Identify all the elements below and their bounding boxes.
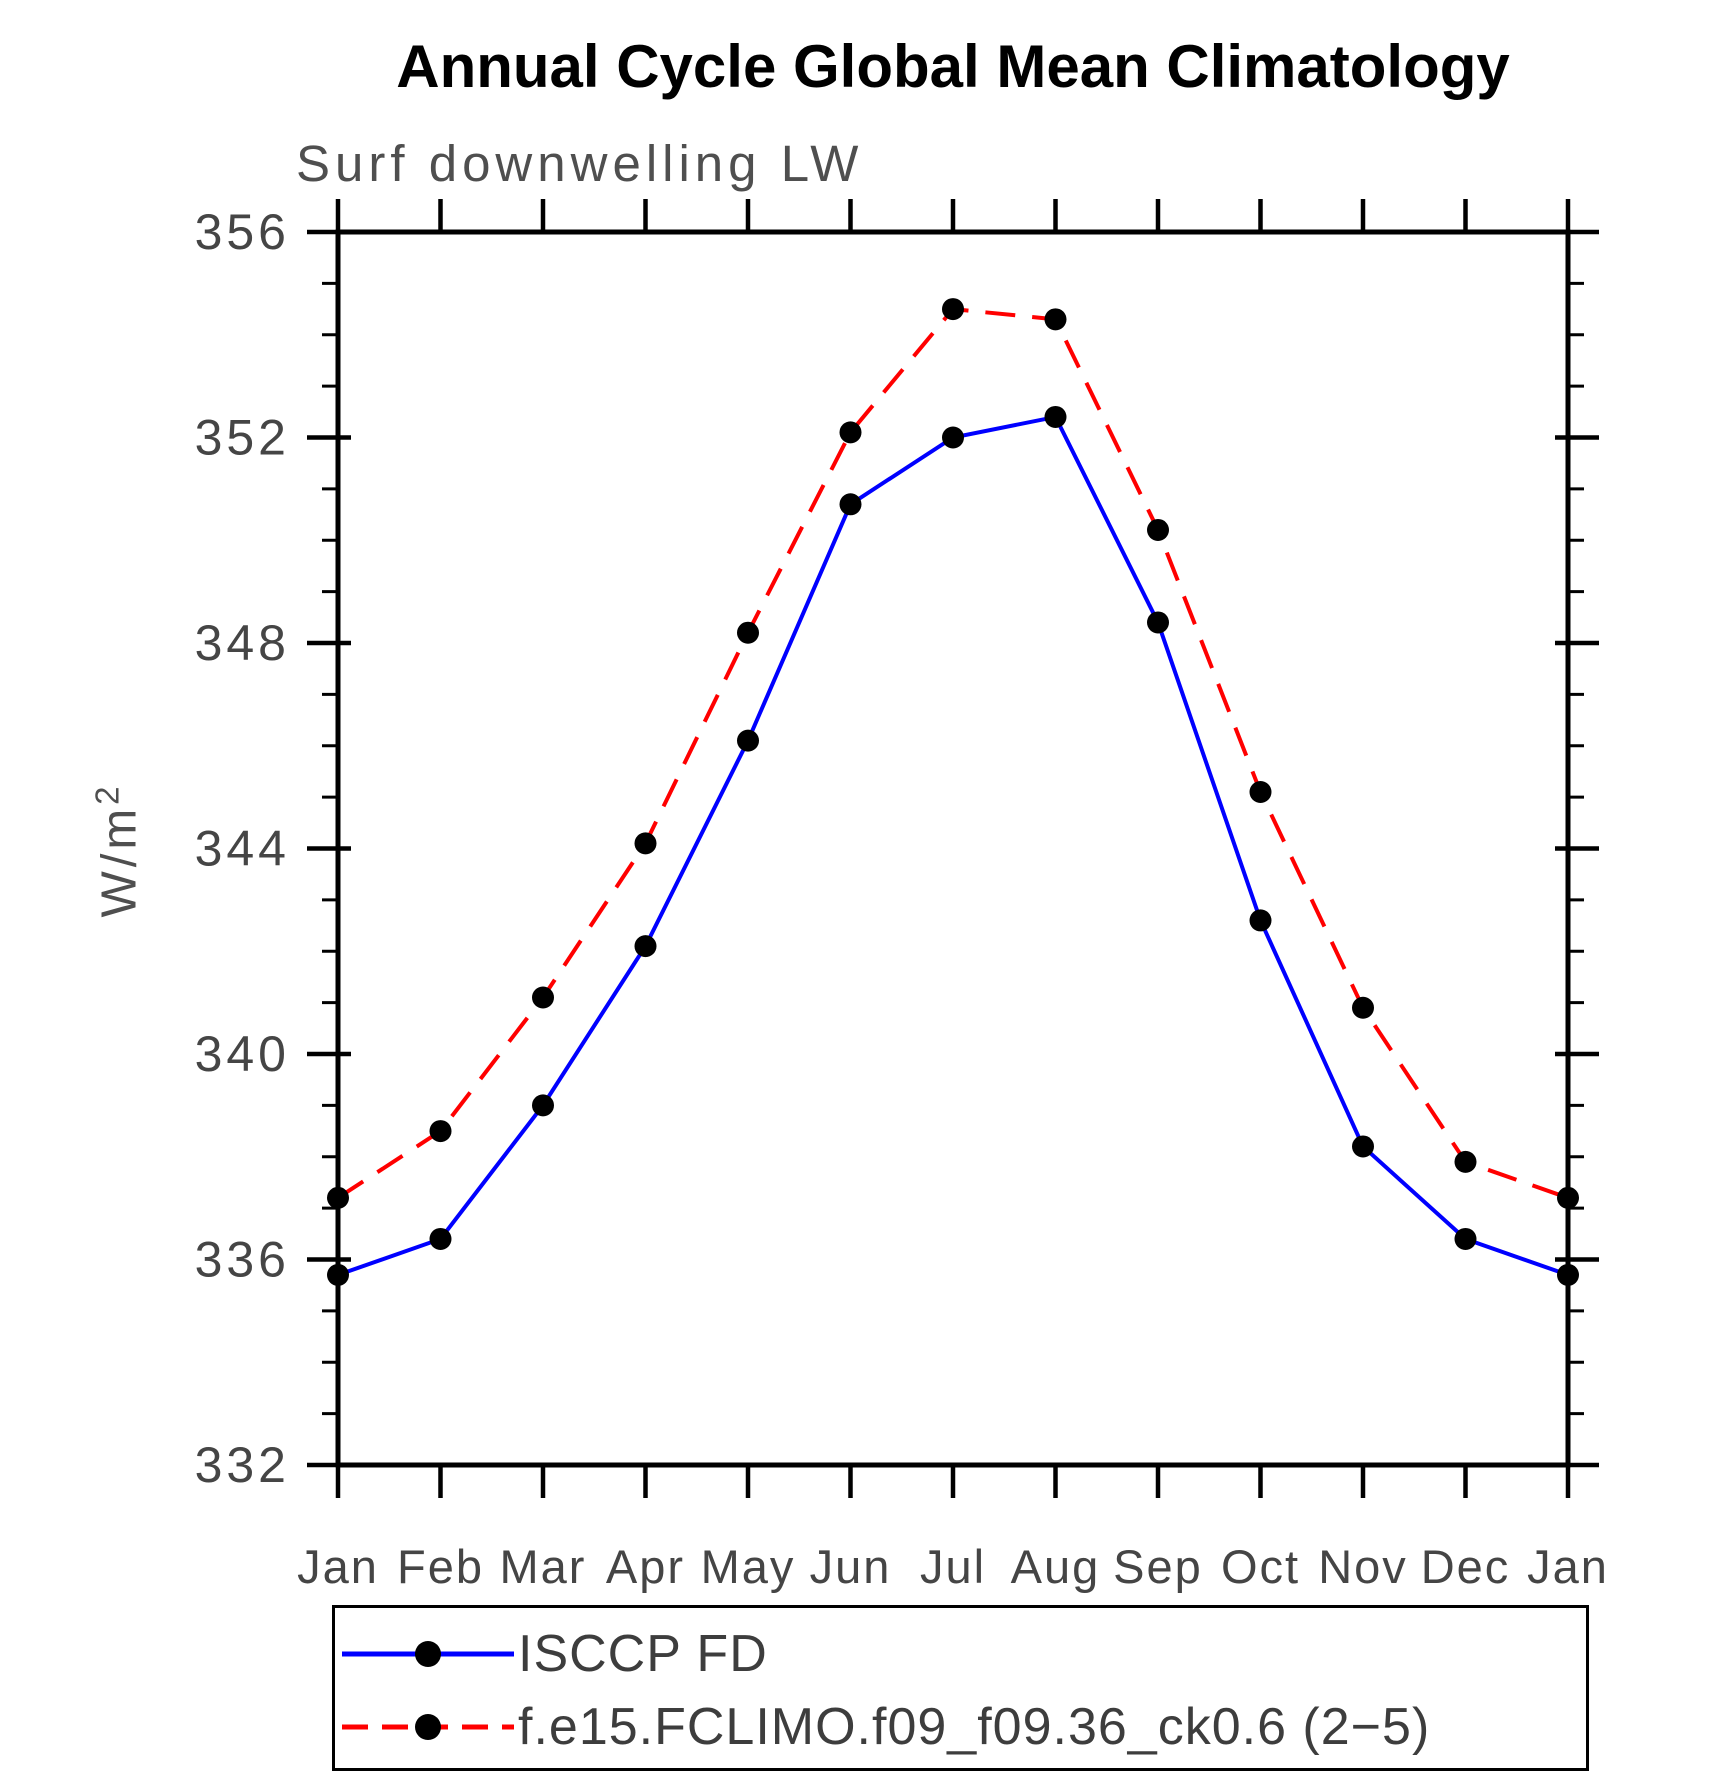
data-point-marker	[327, 1186, 349, 1209]
month-label: Apr	[606, 1540, 685, 1593]
month-label: Feb	[397, 1540, 484, 1593]
data-point-marker	[1249, 909, 1272, 932]
month-label: Jan	[297, 1540, 379, 1593]
legend-label-model: f.e15.FCLIMO.f09_f09.36_ck0.6 (2−5)	[518, 1698, 1431, 1756]
data-point-marker	[1454, 1227, 1477, 1250]
data-point-marker	[839, 421, 862, 444]
data-point-marker	[327, 1263, 349, 1286]
data-point-marker	[1557, 1263, 1579, 1286]
chart-title: Annual Cycle Global Mean Climatology	[396, 33, 1510, 100]
month-label: Jan	[1527, 1540, 1609, 1593]
data-point-marker	[1044, 405, 1067, 428]
data-point-marker	[1352, 1135, 1374, 1158]
data-point-marker	[429, 1227, 452, 1250]
data-point-marker	[1454, 1150, 1477, 1173]
legend-box: ISCCP FD f.e15.FCLIMO.f09_f09.36_ck0.6 (…	[332, 1605, 1589, 1771]
data-point-marker	[634, 832, 657, 855]
data-point-marker	[737, 621, 759, 644]
month-label: Jul	[920, 1540, 986, 1593]
month-label: Oct	[1221, 1540, 1300, 1593]
month-label: Mar	[500, 1540, 587, 1593]
data-point-marker	[737, 729, 759, 752]
data-point-marker	[839, 493, 862, 516]
data-point-marker	[1147, 611, 1169, 634]
month-label: May	[701, 1540, 796, 1593]
legend-label-observation: ISCCP FD	[518, 1625, 768, 1683]
y-tick-label: 340	[195, 1026, 290, 1082]
chart-subtitle: Surf downwelling LW	[296, 135, 864, 192]
y-tick-label: 344	[195, 821, 290, 877]
y-tick-label: 348	[195, 615, 290, 671]
legend-item-model: f.e15.FCLIMO.f09_f09.36_ck0.6 (2−5)	[338, 1701, 1430, 1753]
month-label: Jun	[810, 1540, 892, 1593]
data-point-marker	[1249, 780, 1272, 803]
legend-marker-dot	[415, 1641, 441, 1667]
y-tick-label: 352	[195, 410, 290, 466]
data-point-marker	[1352, 996, 1374, 1019]
legend-line-sample-dashed	[342, 1714, 514, 1740]
legend-line-sample-solid	[342, 1641, 514, 1667]
month-label: Nov	[1318, 1540, 1408, 1593]
month-label: Aug	[1011, 1540, 1101, 1593]
data-point-marker	[942, 426, 964, 449]
series-line-observation	[337, 414, 1569, 1277]
data-point-marker	[1044, 308, 1067, 331]
legend-marker-dot	[415, 1714, 441, 1740]
legend-item-observation: ISCCP FD	[338, 1628, 768, 1680]
data-point-marker	[429, 1120, 452, 1143]
data-point-marker	[1557, 1186, 1579, 1209]
y-tick-label: 336	[195, 1232, 290, 1288]
month-label: Dec	[1421, 1540, 1511, 1593]
data-point-marker	[942, 298, 964, 321]
data-point-marker	[634, 935, 657, 958]
data-point-marker	[532, 986, 554, 1009]
month-label: Sep	[1113, 1540, 1203, 1593]
y-tick-label: 332	[195, 1437, 290, 1493]
data-point-marker	[1147, 518, 1169, 541]
data-point-marker	[532, 1094, 554, 1117]
axis-frame	[335, 229, 1571, 1468]
y-tick-label: 356	[195, 204, 290, 260]
